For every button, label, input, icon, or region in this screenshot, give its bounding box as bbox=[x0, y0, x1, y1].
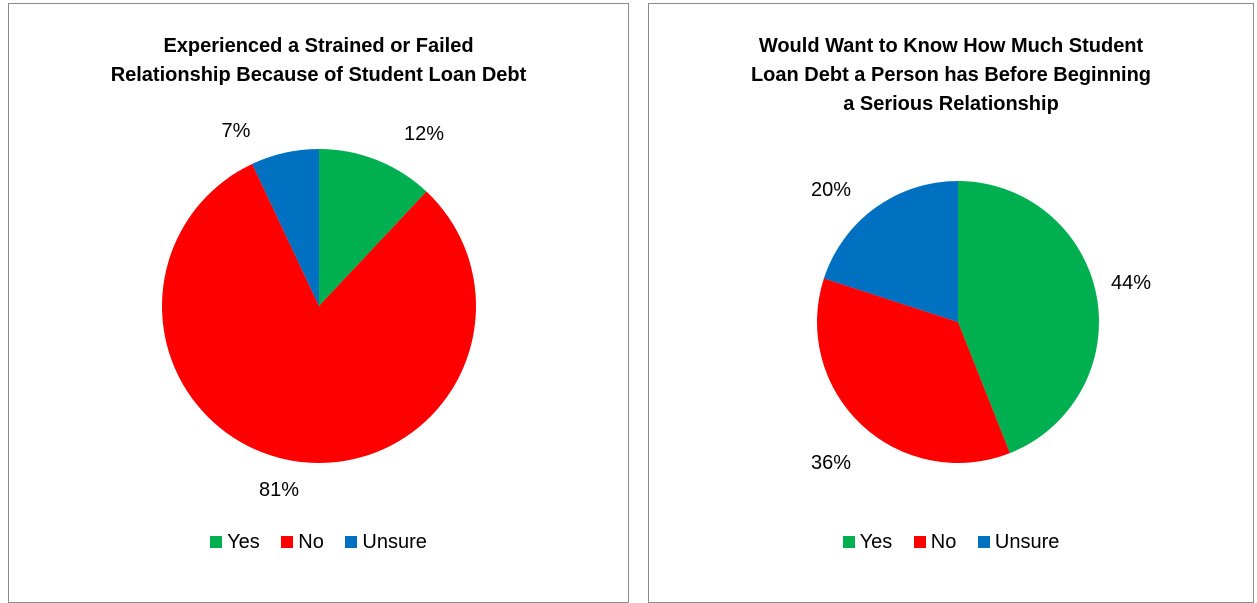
pie-slice-no bbox=[161, 163, 476, 463]
legend-swatch-unsure bbox=[977, 535, 990, 548]
legend-label-no: No bbox=[298, 531, 324, 554]
legend-swatch-yes bbox=[842, 535, 855, 548]
legend-swatch-yes bbox=[210, 535, 223, 548]
pie-slice-unsure bbox=[252, 149, 319, 306]
chart-title: Would Want to Know How Much Student Loan… bbox=[649, 32, 1253, 119]
pie-slice-yes bbox=[319, 149, 427, 306]
chart-title-line: Loan Debt a Person has Before Beginning bbox=[750, 64, 1152, 86]
legend-swatch-no bbox=[913, 535, 926, 548]
legend-label-unsure: Unsure bbox=[362, 531, 427, 554]
chart-title-line: Would Want to Know How Much Student bbox=[758, 35, 1144, 57]
pie-slice-no bbox=[816, 278, 1010, 464]
data-label-no: 81% bbox=[259, 479, 299, 501]
legend-item-unsure: Unsure bbox=[345, 531, 427, 554]
legend-item-no: No bbox=[913, 531, 957, 554]
data-label-yes: 12% bbox=[404, 123, 444, 145]
chart-legend: Yes No Unsure bbox=[9, 531, 628, 554]
chart-panel-want-to-know-debt: Would Want to Know How Much Student Loan… bbox=[648, 3, 1254, 603]
chart-panel-strained-relationship: Experienced a Strained or Failed Relatio… bbox=[8, 3, 629, 603]
chart-title-line: Experienced a Strained or Failed bbox=[163, 35, 474, 57]
data-label-no: 36% bbox=[811, 452, 851, 474]
legend-label-unsure: Unsure bbox=[994, 531, 1060, 554]
legend-label-yes: Yes bbox=[859, 531, 893, 554]
chart-legend: Yes No Unsure bbox=[649, 531, 1253, 554]
legend-item-yes: Yes bbox=[842, 531, 893, 554]
chart-title-line: a Serious Relationship bbox=[843, 93, 1059, 115]
legend-swatch-unsure bbox=[345, 535, 358, 548]
legend-swatch-no bbox=[281, 535, 294, 548]
legend-label-no: No bbox=[930, 531, 957, 554]
legend-item-unsure: Unsure bbox=[977, 531, 1060, 554]
legend-label-yes: Yes bbox=[227, 531, 260, 554]
chart-title: Experienced a Strained or Failed Relatio… bbox=[9, 32, 628, 90]
pie-slice-yes bbox=[958, 181, 1100, 454]
data-label-yes: 44% bbox=[1111, 272, 1151, 294]
data-label-unsure: 7% bbox=[222, 120, 251, 142]
data-label-unsure: 20% bbox=[811, 179, 851, 201]
pie-chart: 44% 36% 20% bbox=[811, 179, 1151, 474]
pie-chart: 12% 81% 7% bbox=[161, 120, 476, 501]
pie-slice-unsure bbox=[823, 181, 958, 322]
legend-item-yes: Yes bbox=[210, 531, 260, 554]
legend-item-no: No bbox=[281, 531, 324, 554]
chart-title-line: Relationship Because of Student Loan Deb… bbox=[110, 64, 527, 86]
